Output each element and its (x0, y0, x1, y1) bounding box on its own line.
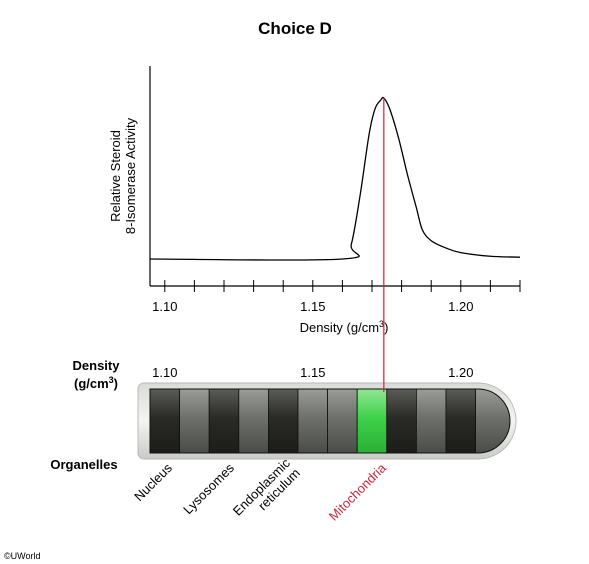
tube-band (297, 389, 329, 453)
tube-scale-labels: 1.10 1.15 1.20 (152, 365, 473, 380)
y-axis-label-line1: Relative Steroid (108, 130, 123, 222)
x-tick-label: 1.10 (152, 299, 177, 314)
organelle-label-line: Mitochondria (326, 460, 390, 524)
x-tick-label: 1.20 (448, 299, 473, 314)
tube-density-unit-close: ) (114, 376, 118, 391)
tube-scale-label: 1.15 (300, 365, 325, 380)
x-tick-label: 1.15 (300, 299, 325, 314)
tube-density-label-line2: (g/cm3) (74, 375, 118, 391)
x-axis-label: Density (g/cm3) (300, 319, 389, 335)
y-axis-label: Relative Steroid 8-Isomerase Activity (108, 117, 138, 234)
tube-band (415, 389, 447, 453)
tube-density-unit: (g/cm (74, 376, 109, 391)
tube-band (150, 389, 181, 453)
activity-curve-line (149, 96, 521, 261)
organelle-label: Nucleus (131, 460, 175, 504)
tube-inner-outline (149, 388, 511, 454)
x-axis-tick-labels: 1.10 1.15 1.20 (152, 299, 473, 314)
tube-band (179, 389, 210, 453)
x-axis-label-close: ) (384, 320, 388, 335)
tube-density-label-line1: Density (73, 358, 121, 373)
x-axis-label-text: Density (g/cm (300, 320, 379, 335)
tube-bands (150, 389, 510, 453)
organelle-label: Mitochondria (326, 460, 390, 524)
tube-band (445, 389, 477, 453)
tube-band (386, 389, 417, 453)
chart-title: Choice D (258, 19, 332, 38)
organelle-label: Lysosomes (180, 460, 237, 517)
organelle-label-line: Nucleus (131, 460, 175, 504)
tube-band (208, 389, 240, 453)
centrifuge-tube (137, 382, 517, 460)
organelles-label: Organelles (50, 457, 117, 472)
tube-scale-label: 1.10 (152, 365, 177, 380)
x-axis-label-superscript: 3 (379, 319, 384, 329)
y-axis-label-line2: 8-Isomerase Activity (123, 117, 138, 234)
organelle-label-line: Lysosomes (180, 460, 237, 517)
credit-text: ©UWorld (4, 551, 40, 561)
tube-density-unit-superscript: 3 (109, 375, 114, 385)
tube-band (267, 389, 299, 453)
tube-band (327, 389, 358, 453)
tube-band (238, 389, 269, 453)
x-axis-ticks (164, 280, 521, 292)
tube-band-mitochondria (356, 389, 388, 453)
tube-scale-label: 1.20 (448, 365, 473, 380)
